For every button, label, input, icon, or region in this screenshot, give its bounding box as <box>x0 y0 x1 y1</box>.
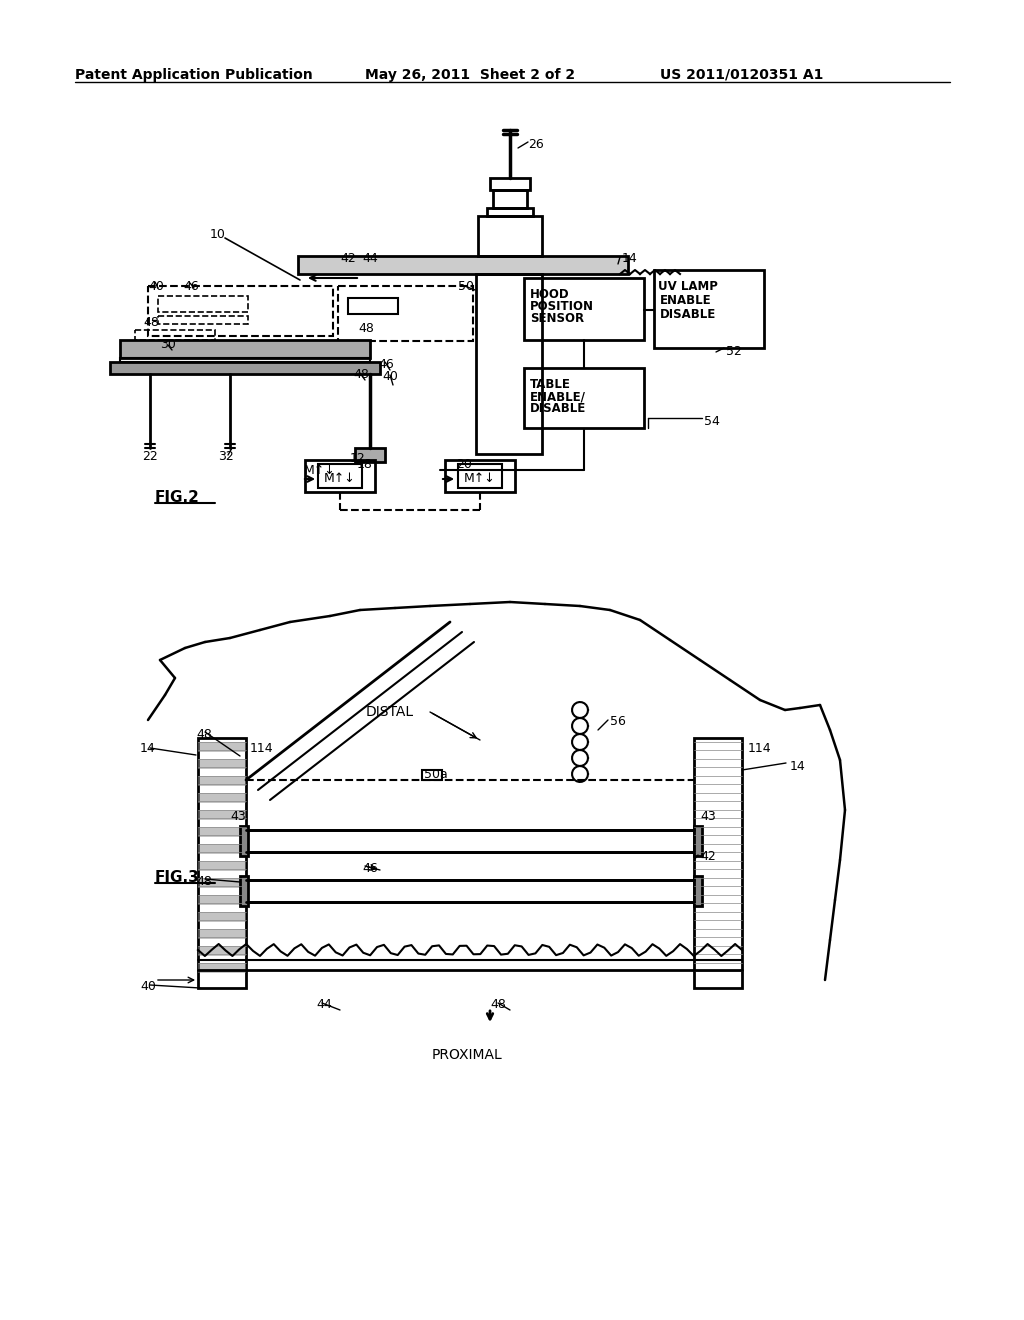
Text: 50a: 50a <box>424 768 447 781</box>
Text: 14: 14 <box>622 252 638 265</box>
Text: 42: 42 <box>700 850 716 863</box>
Text: 20: 20 <box>456 458 472 471</box>
Bar <box>654 271 764 348</box>
Text: M↑↓: M↑↓ <box>464 473 496 486</box>
Bar <box>198 738 246 987</box>
Text: 54: 54 <box>705 414 720 428</box>
Text: 14: 14 <box>790 760 806 774</box>
Text: 30: 30 <box>160 338 176 351</box>
Bar <box>445 459 515 492</box>
Text: 40: 40 <box>140 979 156 993</box>
Bar <box>338 286 473 341</box>
Bar <box>694 876 702 906</box>
Bar <box>476 275 542 454</box>
Bar <box>240 826 248 855</box>
Text: 46: 46 <box>183 280 199 293</box>
Text: 14: 14 <box>140 742 156 755</box>
Text: FIG.3: FIG.3 <box>155 870 200 884</box>
Text: 22: 22 <box>142 450 158 463</box>
Bar <box>524 368 644 428</box>
Bar <box>422 770 442 780</box>
Text: 43: 43 <box>230 810 246 822</box>
Text: 26: 26 <box>528 139 544 150</box>
Text: 32: 32 <box>218 450 233 463</box>
Bar <box>305 459 375 492</box>
Bar <box>158 315 248 323</box>
Bar <box>458 465 502 488</box>
Bar <box>240 876 248 906</box>
Text: HOOD: HOOD <box>530 288 569 301</box>
Text: 114: 114 <box>250 742 273 755</box>
Bar <box>694 826 702 855</box>
Text: 46: 46 <box>362 862 378 875</box>
Text: 18: 18 <box>357 458 373 471</box>
Text: POSITION: POSITION <box>530 300 594 313</box>
Bar <box>490 178 530 190</box>
Text: M↑↓: M↑↓ <box>304 465 336 478</box>
Text: 40: 40 <box>382 370 398 383</box>
Bar <box>493 190 527 209</box>
Text: 48: 48 <box>143 315 159 329</box>
Text: DISTAL: DISTAL <box>366 705 414 719</box>
Text: 52: 52 <box>726 345 741 358</box>
Bar <box>158 296 248 312</box>
Text: 12: 12 <box>350 451 366 465</box>
Bar <box>318 465 362 488</box>
Bar <box>120 358 370 362</box>
Bar <box>348 298 398 314</box>
Bar <box>487 209 534 216</box>
Bar <box>355 447 385 462</box>
Text: 50: 50 <box>458 280 474 293</box>
Text: TABLE: TABLE <box>530 378 570 391</box>
Text: 48: 48 <box>490 998 506 1011</box>
Text: US 2011/0120351 A1: US 2011/0120351 A1 <box>660 69 823 82</box>
Text: 10: 10 <box>210 228 226 242</box>
Text: 48: 48 <box>358 322 374 335</box>
Text: 40: 40 <box>148 280 164 293</box>
Text: 114: 114 <box>748 742 772 755</box>
Text: SENSOR: SENSOR <box>530 312 584 325</box>
Bar <box>298 256 628 275</box>
Text: 56: 56 <box>610 715 626 729</box>
Bar <box>246 830 694 851</box>
Text: 48: 48 <box>196 729 212 741</box>
Bar <box>148 286 333 337</box>
Bar <box>524 279 644 341</box>
Text: 44: 44 <box>362 252 378 265</box>
Bar <box>135 330 215 341</box>
Text: M↑↓: M↑↓ <box>325 473 356 486</box>
Text: 46: 46 <box>378 358 394 371</box>
Bar <box>246 880 694 902</box>
Text: ENABLE/: ENABLE/ <box>530 389 586 403</box>
Text: DISABLE: DISABLE <box>660 308 716 321</box>
Text: PROXIMAL: PROXIMAL <box>432 1048 503 1063</box>
Bar <box>120 341 370 358</box>
Text: 42: 42 <box>340 252 355 265</box>
Text: DISABLE: DISABLE <box>530 403 587 414</box>
Text: 48: 48 <box>353 368 369 381</box>
Text: ENABLE: ENABLE <box>660 294 712 308</box>
Text: May 26, 2011  Sheet 2 of 2: May 26, 2011 Sheet 2 of 2 <box>365 69 575 82</box>
Bar <box>694 738 742 987</box>
Text: Patent Application Publication: Patent Application Publication <box>75 69 312 82</box>
Text: 48: 48 <box>196 875 212 888</box>
Text: UV LAMP: UV LAMP <box>658 280 718 293</box>
Bar <box>110 362 380 374</box>
Text: FIG.2: FIG.2 <box>155 490 200 506</box>
Text: 44: 44 <box>316 998 332 1011</box>
Text: 43: 43 <box>700 810 716 822</box>
Bar <box>478 216 542 256</box>
